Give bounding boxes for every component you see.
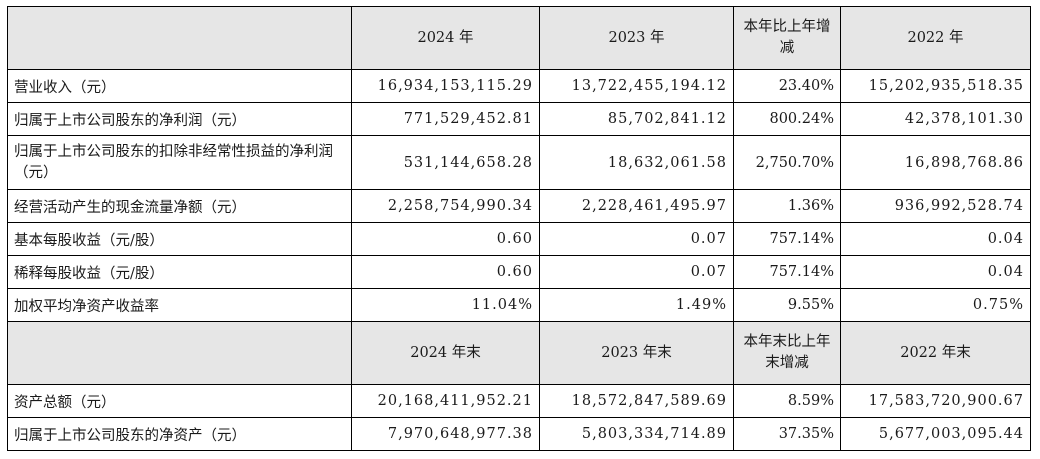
value-2022: 0.75% xyxy=(840,288,1031,322)
value-2022: 42,378,101.30 xyxy=(840,102,1031,136)
row-label: 归属于上市公司股东的净利润（元） xyxy=(7,102,352,136)
table-row: 稀释每股收益（元/股） 0.60 0.07 757.14% 0.04 xyxy=(7,255,1031,289)
row-label: 加权平均净资产收益率 xyxy=(7,288,352,322)
value-2022: 936,992,528.74 xyxy=(840,189,1031,223)
header-row-annual: 2024 年 2023 年 本年比上年增减 2022 年 xyxy=(7,6,1031,70)
row-label: 营业收入（元） xyxy=(7,69,352,103)
row-label: 归属于上市公司股东的扣除非经常性损益的净利润（元） xyxy=(7,135,352,190)
financial-summary-table: 2024 年 2023 年 本年比上年增减 2022 年 营业收入（元） 16,… xyxy=(7,6,1031,451)
header-row-year-end: 2024 年末 2023 年末 本年末比上年末增减 2022 年末 xyxy=(7,321,1031,385)
table-row: 加权平均净资产收益率 11.04% 1.49% 9.55% 0.75% xyxy=(7,288,1031,322)
col-header-2023-end: 2023 年末 xyxy=(539,321,734,385)
table-row: 归属于上市公司股东的净资产（元） 7,970,648,977.38 5,803,… xyxy=(7,417,1031,451)
col-header-change-end: 本年末比上年末增减 xyxy=(733,321,841,385)
value-2022: 5,677,003,095.44 xyxy=(840,417,1031,451)
value-2024: 7,970,648,977.38 xyxy=(351,417,540,451)
header-corner-cell xyxy=(7,321,352,385)
value-2024: 771,529,452.81 xyxy=(351,102,540,136)
value-2024: 2,258,754,990.34 xyxy=(351,189,540,223)
value-2022: 15,202,935,518.35 xyxy=(840,69,1031,103)
value-2024: 16,934,153,115.29 xyxy=(351,69,540,103)
value-2024: 531,144,658.28 xyxy=(351,135,540,190)
table-row: 经营活动产生的现金流量净额（元） 2,258,754,990.34 2,228,… xyxy=(7,189,1031,223)
col-header-2022: 2022 年 xyxy=(840,6,1031,70)
value-change: 757.14% xyxy=(733,255,841,289)
col-header-2023: 2023 年 xyxy=(539,6,734,70)
col-header-change: 本年比上年增减 xyxy=(733,6,841,70)
row-label: 归属于上市公司股东的净资产（元） xyxy=(7,417,352,451)
value-change: 37.35% xyxy=(733,417,841,451)
value-change: 8.59% xyxy=(733,384,841,418)
table-row: 归属于上市公司股东的净利润（元） 771,529,452.81 85,702,8… xyxy=(7,102,1031,136)
value-2023: 13,722,455,194.12 xyxy=(539,69,734,103)
value-change: 800.24% xyxy=(733,102,841,136)
value-change: 2,750.70% xyxy=(733,135,841,190)
value-2022: 17,583,720,900.67 xyxy=(840,384,1031,418)
value-change: 23.40% xyxy=(733,69,841,103)
row-label: 资产总额（元） xyxy=(7,384,352,418)
value-2023: 1.49% xyxy=(539,288,734,322)
col-header-2024-end: 2024 年末 xyxy=(351,321,540,385)
value-change: 757.14% xyxy=(733,222,841,256)
value-2022: 0.04 xyxy=(840,255,1031,289)
value-2024: 0.60 xyxy=(351,255,540,289)
value-change: 1.36% xyxy=(733,189,841,223)
value-2023: 18,572,847,589.69 xyxy=(539,384,734,418)
value-2023: 2,228,461,495.97 xyxy=(539,189,734,223)
value-2023: 18,632,061.58 xyxy=(539,135,734,190)
table-row: 基本每股收益（元/股） 0.60 0.07 757.14% 0.04 xyxy=(7,222,1031,256)
row-label: 稀释每股收益（元/股） xyxy=(7,255,352,289)
col-header-2024: 2024 年 xyxy=(351,6,540,70)
table-row: 营业收入（元） 16,934,153,115.29 13,722,455,194… xyxy=(7,69,1031,103)
col-header-2022-end: 2022 年末 xyxy=(840,321,1031,385)
header-corner-cell xyxy=(7,6,352,70)
value-2022: 0.04 xyxy=(840,222,1031,256)
row-label: 经营活动产生的现金流量净额（元） xyxy=(7,189,352,223)
value-2023: 0.07 xyxy=(539,222,734,256)
value-2023: 5,803,334,714.89 xyxy=(539,417,734,451)
value-2024: 20,168,411,952.21 xyxy=(351,384,540,418)
value-change: 9.55% xyxy=(733,288,841,322)
table-row: 资产总额（元） 20,168,411,952.21 18,572,847,589… xyxy=(7,384,1031,418)
table-row: 归属于上市公司股东的扣除非经常性损益的净利润（元） 531,144,658.28… xyxy=(7,135,1031,190)
row-label: 基本每股收益（元/股） xyxy=(7,222,352,256)
value-2024: 0.60 xyxy=(351,222,540,256)
value-2022: 16,898,768.86 xyxy=(840,135,1031,190)
value-2023: 85,702,841.12 xyxy=(539,102,734,136)
value-2023: 0.07 xyxy=(539,255,734,289)
value-2024: 11.04% xyxy=(351,288,540,322)
